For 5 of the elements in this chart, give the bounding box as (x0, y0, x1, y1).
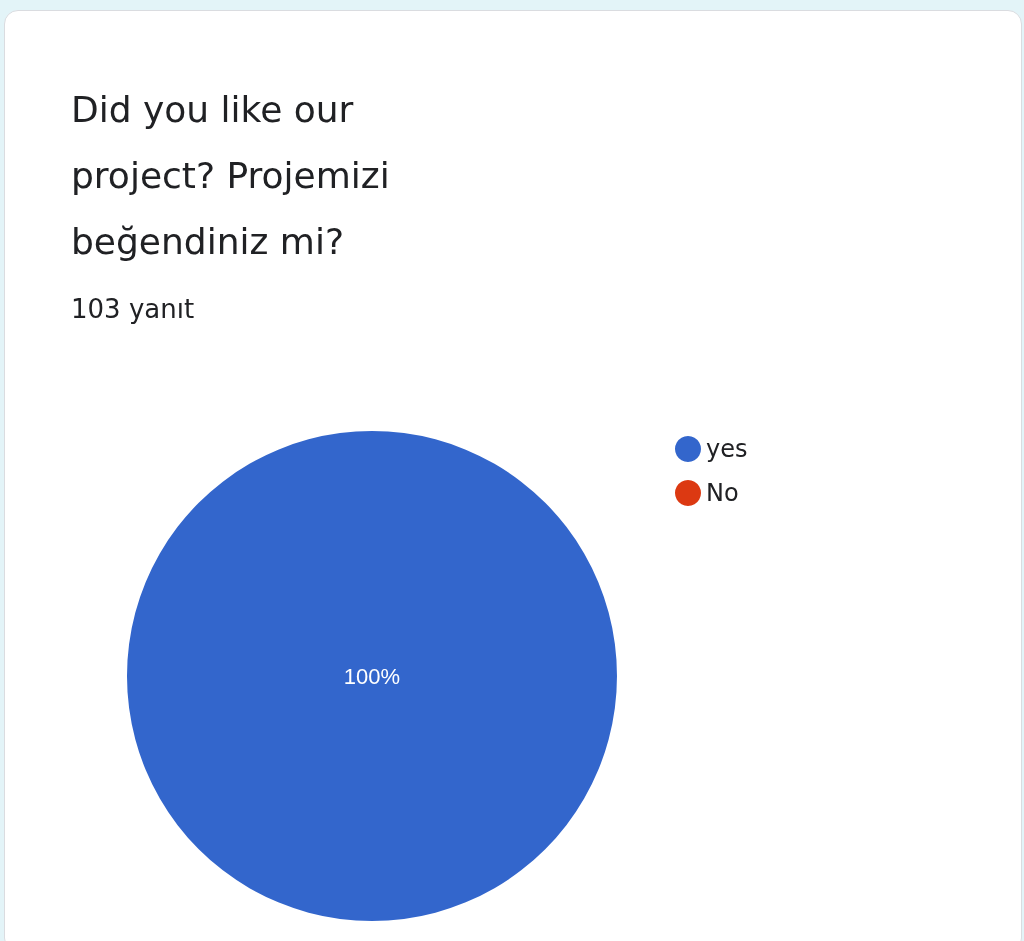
legend-label: yes (706, 435, 748, 463)
data-label: 100% (343, 663, 401, 689)
chart-subtitle: 103 yanıt (71, 294, 195, 324)
chart-title: Did you like our project? Projemizi beğendiniz mi? (71, 88, 391, 264)
legend-label: No (706, 479, 739, 507)
